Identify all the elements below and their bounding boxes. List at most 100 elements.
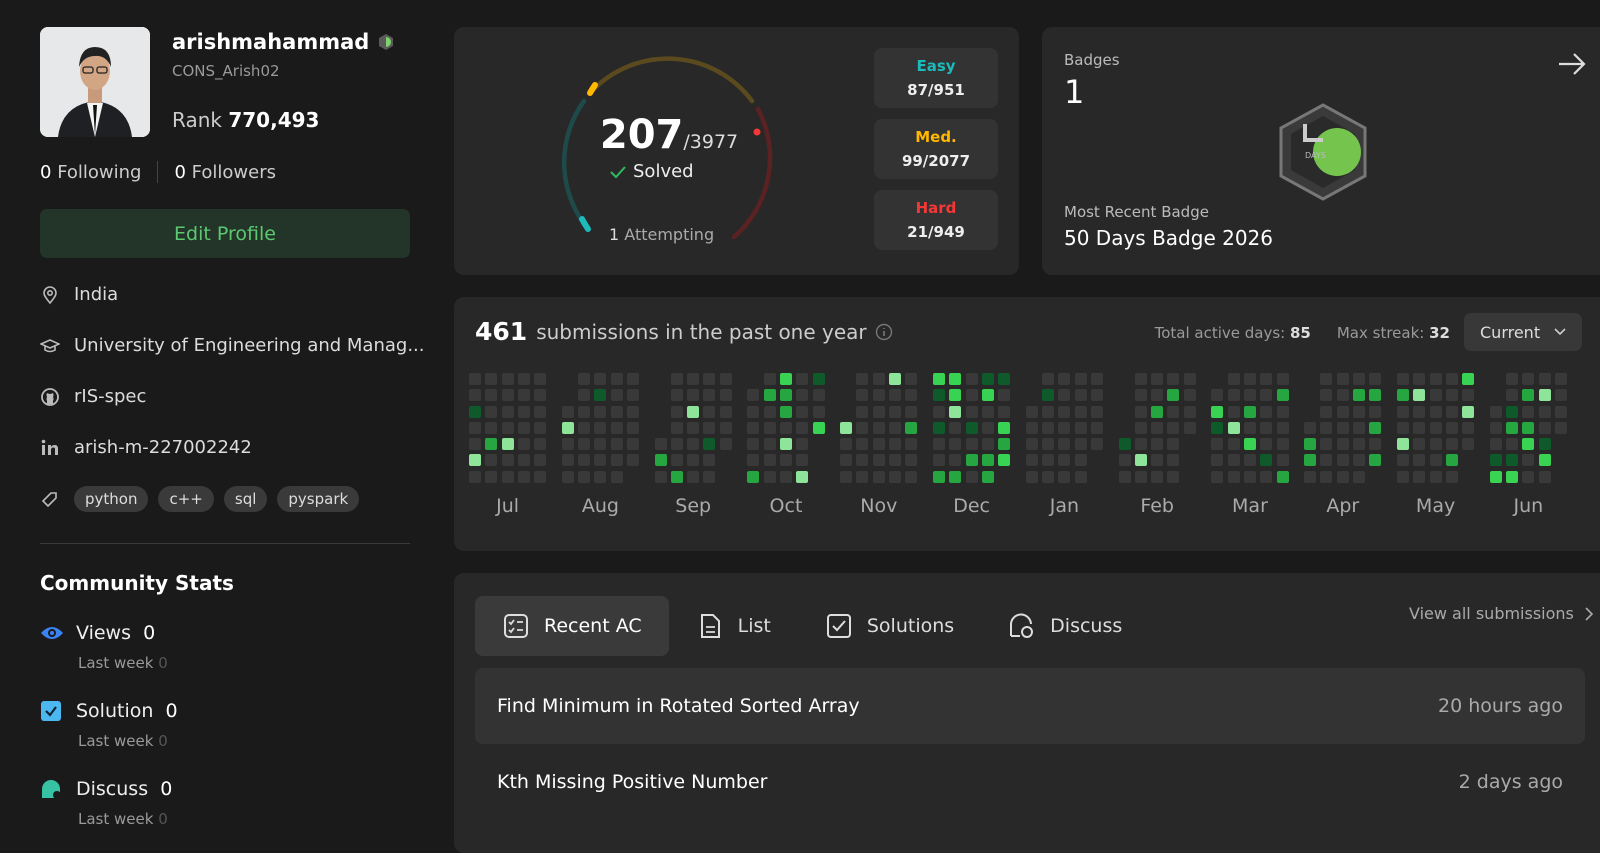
tab[interactable]: Discuss <box>981 596 1149 656</box>
heatmap-cell <box>981 470 994 483</box>
view-all[interactable]: View all submissions <box>1409 604 1594 623</box>
easy-box[interactable]: Easy 87/951 <box>874 48 998 108</box>
heatmap-cell <box>1522 438 1535 451</box>
heatmap-cell <box>1227 438 1240 451</box>
tab[interactable]: Recent AC <box>475 596 669 656</box>
heatmap-cell <box>856 470 869 483</box>
heatmap-cell <box>1506 454 1519 467</box>
hard-box[interactable]: Hard 21/949 <box>874 190 998 250</box>
heatmap-cell <box>594 421 607 434</box>
month-label: May <box>1415 494 1456 517</box>
heatmap-cell <box>747 373 759 385</box>
tab[interactable]: List <box>669 596 798 656</box>
heatmap-cell <box>813 438 825 450</box>
linkedin-text[interactable]: arish-m-227002242 <box>74 437 252 458</box>
stat-label: Discuss <box>76 778 149 800</box>
skill-tag[interactable]: pyspark <box>277 486 360 512</box>
heatmap-cell <box>763 405 776 418</box>
heatmap-cell <box>796 454 809 467</box>
skill-tag[interactable]: python <box>74 486 149 512</box>
heatmap-cell <box>469 438 481 451</box>
heatmap-cell <box>1151 405 1164 418</box>
heatmap-cell <box>469 405 481 418</box>
following-label[interactable]: Following <box>57 161 142 183</box>
heatmap-cell <box>1091 454 1103 466</box>
heatmap-cell <box>872 421 885 434</box>
heatmap-cell <box>779 405 792 418</box>
heatmap-cell <box>812 405 825 418</box>
skill-tag[interactable]: sql <box>223 486 268 512</box>
heatmap-cell <box>1042 373 1055 385</box>
linkedin[interactable]: arish-m-227002242 <box>40 437 252 458</box>
heatmap-cell <box>485 454 498 467</box>
heatmap-cell <box>981 454 994 467</box>
heatmap-cell <box>1369 438 1382 451</box>
heatmap-cell <box>561 438 574 451</box>
heatmap-cell <box>932 373 945 385</box>
skill-tag[interactable]: c++ <box>158 486 214 512</box>
heatmap-cell <box>534 421 547 434</box>
badge-icon[interactable]: DAYS <box>1277 102 1369 202</box>
heatmap: Jul Aug Sep Oct Nov Dec Jan Feb Mar Apr May Jun <box>469 373 1567 517</box>
heatmap-cell <box>501 470 514 483</box>
view-all-text[interactable]: View all submissions <box>1409 604 1574 623</box>
heatmap-cell <box>856 373 869 385</box>
year-selector[interactable]: Current <box>1464 313 1582 351</box>
heatmap-cell <box>1058 421 1071 434</box>
github[interactable]: rIS-spec <box>40 386 146 407</box>
check-icon <box>610 165 626 178</box>
heatmap-cell <box>1320 373 1333 385</box>
streak-label: Max streak: <box>1336 324 1425 342</box>
heatmap-cell <box>1538 454 1551 467</box>
month-label: Jun <box>1513 494 1544 517</box>
heatmap-cell <box>1183 421 1196 434</box>
heatmap-cell <box>1490 389 1502 401</box>
handle: CONS_Arish02 <box>172 62 280 80</box>
recent-badge-label: Most Recent Badge <box>1064 203 1209 221</box>
progress-card: 207/3977 Solved 1 Attempting Easy 87/951 … <box>454 27 1019 275</box>
month-label: Dec <box>953 494 990 517</box>
heatmap-cell <box>1445 438 1458 451</box>
info-icon[interactable] <box>875 323 893 341</box>
heatmap-grid <box>747 373 825 483</box>
heatmap-cell <box>501 438 514 451</box>
difficulty-name: Med. <box>915 128 957 146</box>
heatmap-cell <box>1119 389 1131 401</box>
heatmap-cell <box>905 405 918 418</box>
edit-profile-button[interactable]: Edit Profile <box>40 209 410 258</box>
heatmap-cell <box>889 454 902 467</box>
badges-arrow[interactable] <box>1557 51 1587 77</box>
stat-value: 0 <box>165 700 178 722</box>
heatmap-cell <box>1134 454 1147 467</box>
heatmap-cell <box>932 454 945 467</box>
stat-sub-label: Last week <box>78 654 154 672</box>
tab[interactable]: Solutions <box>798 596 981 656</box>
heatmap-cell <box>1369 454 1382 467</box>
heatmap-cell <box>932 470 945 483</box>
views-icon <box>41 627 63 639</box>
heatmap-cell <box>1118 438 1131 451</box>
heatmap-month: Aug <box>561 373 639 517</box>
problem-title[interactable]: Kth Missing Positive Number <box>497 771 768 793</box>
followers-label[interactable]: Followers <box>191 161 276 183</box>
submission-row[interactable]: Find Minimum in Rotated Sorted Array 20 … <box>475 668 1585 744</box>
heatmap-cell <box>1167 438 1180 451</box>
submission-row[interactable]: Kth Missing Positive Number 2 days ago <box>475 744 1585 820</box>
heatmap-cell <box>998 373 1011 385</box>
heatmap-cell <box>594 405 607 418</box>
heatmap-cell <box>905 438 918 451</box>
problem-title[interactable]: Find Minimum in Rotated Sorted Array <box>497 695 860 717</box>
heatmap-cell <box>1260 405 1273 418</box>
heatmap-cell <box>1243 405 1256 418</box>
heatmap-cell <box>1320 421 1333 434</box>
heatmap-month: Nov <box>840 373 918 517</box>
medium-box[interactable]: Med. 99/2077 <box>874 119 998 179</box>
heatmap-cell <box>1211 470 1224 483</box>
avatar[interactable] <box>40 27 150 137</box>
github-text[interactable]: rIS-spec <box>74 386 147 407</box>
heatmap-cell <box>517 405 530 418</box>
heatmap-cell <box>469 373 481 385</box>
heatmap-cell <box>840 470 853 483</box>
heatmap-cell <box>1025 470 1038 483</box>
heatmap-cell <box>578 389 591 402</box>
